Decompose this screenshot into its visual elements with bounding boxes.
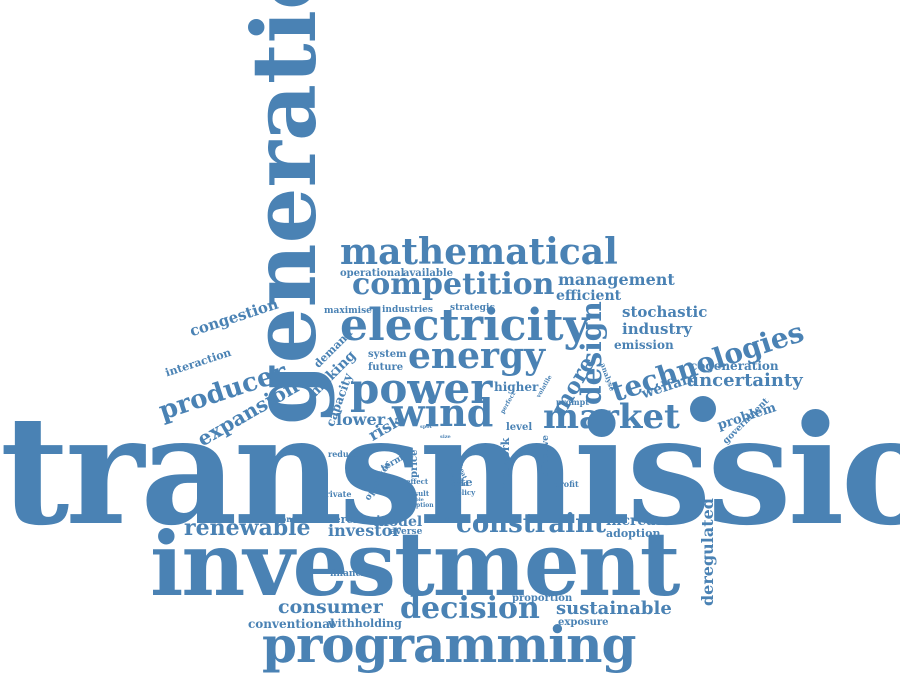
word-option: option (412, 502, 434, 509)
word-industries: industries (382, 305, 433, 315)
word-wind: wind (392, 390, 494, 435)
word-withholding: withholding (328, 617, 402, 630)
word-financial: financial (330, 569, 374, 579)
word-consumer: consumer (278, 596, 383, 618)
word-management: management (558, 270, 675, 289)
word-insight: insight (436, 513, 468, 523)
word-conventional: conventional (248, 617, 335, 631)
word-strategic: strategic (450, 303, 495, 313)
word-available: available (403, 268, 453, 279)
word-model: model (374, 514, 423, 530)
word-emission: emission (614, 338, 674, 352)
word-grid: grid (452, 479, 469, 488)
word-interaction: interaction (163, 345, 233, 380)
word-effective: effective (541, 435, 551, 478)
word-efficient: efficient (556, 288, 622, 304)
word-competition: competition (352, 267, 555, 302)
word-proportion: proportion (512, 593, 573, 604)
word-power: power (350, 364, 493, 413)
word-constraint: constraint (456, 509, 607, 539)
word-result: result (406, 489, 430, 498)
word-able: able (412, 497, 424, 503)
word-future: future (368, 362, 404, 373)
word-maximise: maximise (324, 306, 372, 316)
word-price: price (409, 449, 420, 478)
word-investor: investor (328, 521, 401, 540)
dot-mark (690, 396, 716, 422)
word-merchant: merchant (322, 513, 382, 526)
word-prompt: prompt (556, 397, 589, 407)
word-operational: operational (340, 268, 405, 279)
word-effect: effect (406, 477, 429, 486)
word-electricity: electricity (340, 300, 590, 351)
word-spot: spot (420, 424, 432, 430)
word-market: market (543, 397, 680, 437)
word-programming: programming (262, 615, 636, 674)
word-policy: policy (452, 488, 476, 497)
word-exposure: exposure (558, 617, 609, 628)
word-transmission: transmission (0, 383, 900, 559)
word-stochastic: stochastic (622, 303, 708, 321)
word-averse: averse (390, 527, 423, 537)
word-mathematical: mathematical (340, 231, 618, 273)
word-contract: contract (276, 514, 314, 524)
word-cogeneration: cogeneration (690, 359, 779, 373)
word-profit: profit (554, 479, 579, 489)
word-size: size (440, 434, 451, 440)
word-private: private (320, 489, 352, 499)
word-site: site (450, 476, 473, 489)
word-deregulated: deregulated (698, 498, 717, 606)
word-network: network (499, 437, 512, 488)
word-reduce: reduce (328, 449, 359, 459)
word-higher: higher (494, 380, 539, 394)
word-lower: lower (336, 410, 386, 429)
word-level: level (506, 422, 533, 433)
word-sustainable: sustainable (556, 598, 672, 619)
word-system: system (368, 349, 407, 360)
word-industry: industry (622, 320, 692, 338)
word-increase: increase (606, 513, 673, 529)
word-adoption: adoption (606, 527, 661, 540)
word-investment: investment (150, 512, 680, 616)
word-decision: decision (400, 591, 540, 626)
word-uncertainty: uncertainty (686, 370, 803, 391)
word-energy: energy (408, 335, 546, 377)
word-renewable: renewable (184, 515, 311, 541)
